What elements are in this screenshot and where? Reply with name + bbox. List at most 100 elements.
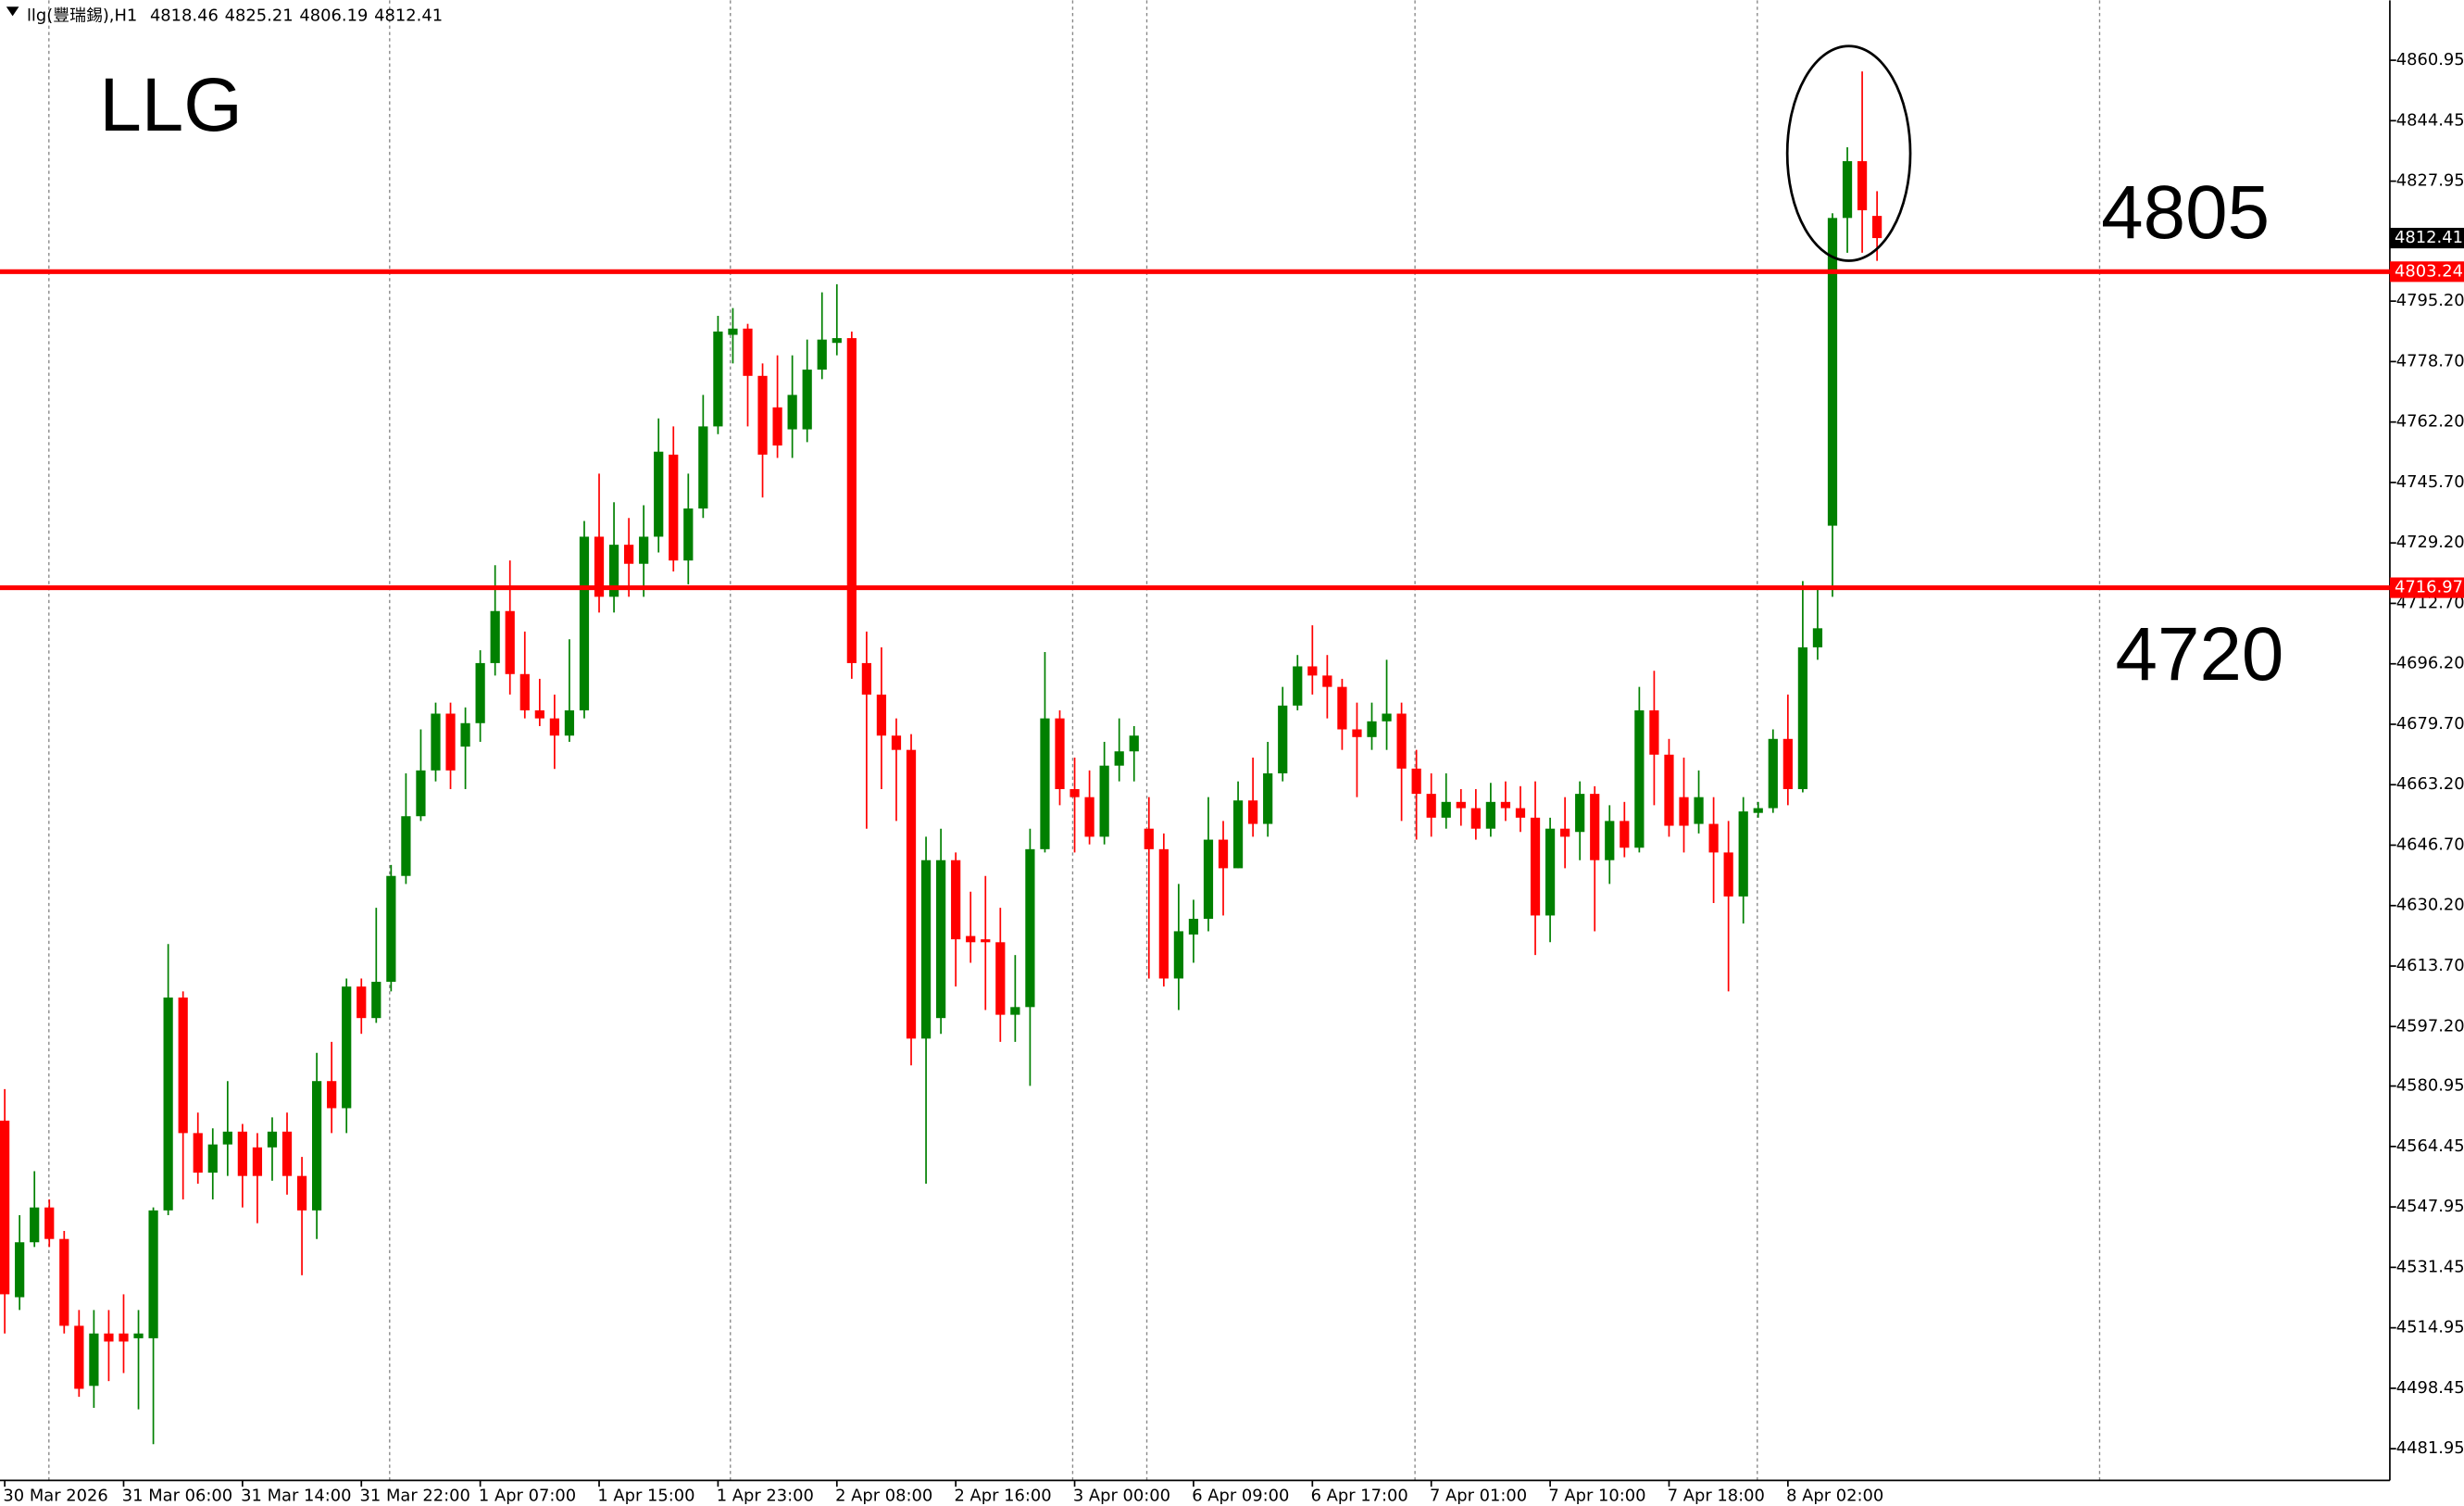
candle-body xyxy=(281,1131,293,1176)
candle-body xyxy=(624,545,634,564)
candle-body xyxy=(1664,754,1674,826)
candle-body xyxy=(1114,751,1124,766)
x-tick-label: 7 Apr 18:00 xyxy=(1668,1486,1765,1505)
y-tick-label: 4547.95 xyxy=(2396,1197,2464,1216)
candle-body xyxy=(1515,808,1526,818)
candle-body xyxy=(995,942,1006,1015)
candle-body xyxy=(1485,801,1495,829)
candle-body xyxy=(1872,216,1882,239)
candle-body xyxy=(846,338,857,663)
candle-body xyxy=(1129,735,1139,752)
candle-body xyxy=(772,407,782,446)
y-tick-label: 4531.45 xyxy=(2396,1257,2464,1276)
candle-body xyxy=(1396,713,1407,769)
candle-body xyxy=(30,1207,40,1243)
candle-body xyxy=(133,1333,144,1338)
candle-body xyxy=(119,1333,129,1342)
chart-title: LLG xyxy=(99,63,243,147)
candle-body xyxy=(1575,794,1585,833)
annotation: 4805 xyxy=(2101,170,2270,255)
candle-body xyxy=(1530,817,1541,916)
x-tick-label: 31 Mar 14:00 xyxy=(241,1486,351,1505)
candles xyxy=(0,71,1882,1445)
candle-body xyxy=(1694,797,1704,824)
candle-body xyxy=(1040,718,1050,849)
candle-body xyxy=(549,718,559,736)
candle-body xyxy=(475,662,485,723)
candle-body xyxy=(178,998,188,1134)
candle-body xyxy=(237,1131,247,1176)
y-tick-label: 4564.45 xyxy=(2396,1136,2464,1156)
candle-body xyxy=(1218,839,1229,869)
candle-body xyxy=(1367,721,1377,737)
candle-body xyxy=(1500,801,1511,809)
candle-body xyxy=(1173,931,1183,979)
candle-body xyxy=(1753,808,1763,813)
candle-body xyxy=(1723,852,1733,897)
candle-body xyxy=(951,860,961,940)
candle-body xyxy=(1278,705,1288,773)
vertical-grid xyxy=(48,0,2101,1481)
x-tick-label: 2 Apr 16:00 xyxy=(954,1486,1051,1505)
candle-body xyxy=(608,545,619,597)
y-tick-label: 4613.70 xyxy=(2396,956,2464,975)
candle-body xyxy=(564,709,575,736)
candle-body xyxy=(490,610,500,663)
y-tick-label: 4481.95 xyxy=(2396,1438,2464,1458)
y-tick-label: 4679.70 xyxy=(2396,714,2464,734)
candle-body xyxy=(743,328,753,376)
candle-body xyxy=(579,536,590,710)
candle-body xyxy=(936,860,946,1019)
candle-body xyxy=(1248,800,1258,824)
candle-body xyxy=(1352,729,1362,737)
candle-body xyxy=(252,1147,263,1176)
symbol: llg(豐瑞錫),H1 xyxy=(27,6,137,25)
candle-body xyxy=(267,1131,278,1148)
candle-body xyxy=(460,722,470,747)
candle-body xyxy=(861,662,871,695)
candle-body xyxy=(787,395,797,430)
candle-body xyxy=(1188,918,1199,935)
candle-body xyxy=(356,986,367,1019)
y-tick-label: 4745.70 xyxy=(2396,472,2464,492)
candle-body xyxy=(920,860,932,1039)
candle-body xyxy=(728,328,738,335)
candle-body xyxy=(327,1081,337,1109)
candle-body xyxy=(757,375,768,455)
y-tick-label: 4663.20 xyxy=(2396,774,2464,794)
candle-body xyxy=(669,454,679,561)
candle-body xyxy=(1025,848,1035,1008)
y-tick-label: 4712.70 xyxy=(2396,593,2464,612)
candle-body xyxy=(59,1238,69,1326)
candle-body xyxy=(1708,823,1719,853)
candle-body xyxy=(1337,686,1347,730)
candle-body xyxy=(89,1333,99,1387)
close-value: 4812.41 xyxy=(374,6,443,25)
candle-body xyxy=(639,536,649,564)
candle-body xyxy=(1545,828,1556,916)
candle-body xyxy=(1456,801,1466,809)
y-tick-label: 4762.20 xyxy=(2396,412,2464,432)
y-tick-label: 4860.95 xyxy=(2396,50,2464,69)
candle-body xyxy=(207,1144,218,1173)
x-tick-label: 1 Apr 07:00 xyxy=(479,1486,576,1505)
candle-body xyxy=(431,713,441,771)
candle-body xyxy=(1560,828,1570,837)
candle-body xyxy=(312,1081,322,1211)
candle-body xyxy=(222,1131,232,1145)
candle-body xyxy=(876,694,887,736)
candle-body xyxy=(906,749,917,1039)
low-value: 4806.19 xyxy=(299,6,368,25)
candle-body xyxy=(1382,713,1392,722)
candle-body xyxy=(1293,666,1303,706)
candle-body xyxy=(1620,821,1630,848)
candle-body xyxy=(505,610,515,674)
level-label-bg xyxy=(2389,261,2464,282)
candle-body xyxy=(817,339,827,370)
candle-body xyxy=(1426,794,1436,818)
candle-body xyxy=(1158,848,1169,979)
candle-body xyxy=(1782,738,1793,789)
